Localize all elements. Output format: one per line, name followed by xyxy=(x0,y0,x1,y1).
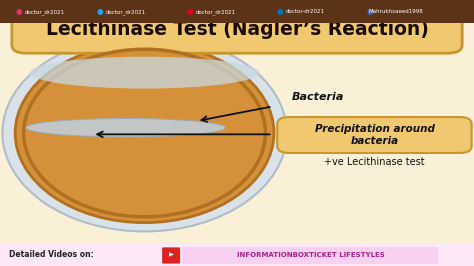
Bar xyxy=(182,247,438,264)
Text: doctor-dr2021: doctor-dr2021 xyxy=(286,9,325,14)
Bar xyxy=(0,0,474,23)
Text: Mahrukhsaeed1998: Mahrukhsaeed1998 xyxy=(368,9,423,14)
Ellipse shape xyxy=(26,118,225,137)
Text: +ve Lecithinase test: +ve Lecithinase test xyxy=(324,157,425,167)
Text: ●: ● xyxy=(186,7,193,16)
FancyBboxPatch shape xyxy=(277,117,472,153)
Text: INFORMATIONBOXTICKET LIFESTYLES: INFORMATIONBOXTICKET LIFESTYLES xyxy=(237,252,384,258)
FancyBboxPatch shape xyxy=(12,7,462,53)
Text: Lecithinase Test (Nagler’s Reaction): Lecithinase Test (Nagler’s Reaction) xyxy=(46,20,428,39)
FancyBboxPatch shape xyxy=(162,247,180,264)
Text: ●: ● xyxy=(276,7,283,16)
Text: doctor_dr2021: doctor_dr2021 xyxy=(25,9,65,15)
Text: Bacteria: Bacteria xyxy=(292,92,344,102)
Text: ●: ● xyxy=(96,7,103,16)
Ellipse shape xyxy=(24,49,265,217)
Text: Detailed Videos on:: Detailed Videos on: xyxy=(9,250,94,259)
Text: Precipitation around
bacteria: Precipitation around bacteria xyxy=(315,124,434,146)
Bar xyxy=(0,243,474,266)
Text: ●: ● xyxy=(366,7,373,16)
Ellipse shape xyxy=(30,57,259,89)
Text: ●: ● xyxy=(16,7,22,16)
Ellipse shape xyxy=(2,35,287,231)
Ellipse shape xyxy=(15,43,274,223)
Text: doctor_dr2021: doctor_dr2021 xyxy=(106,9,146,15)
Text: doctor_dr2021: doctor_dr2021 xyxy=(196,9,236,15)
Text: ▶: ▶ xyxy=(169,252,173,257)
